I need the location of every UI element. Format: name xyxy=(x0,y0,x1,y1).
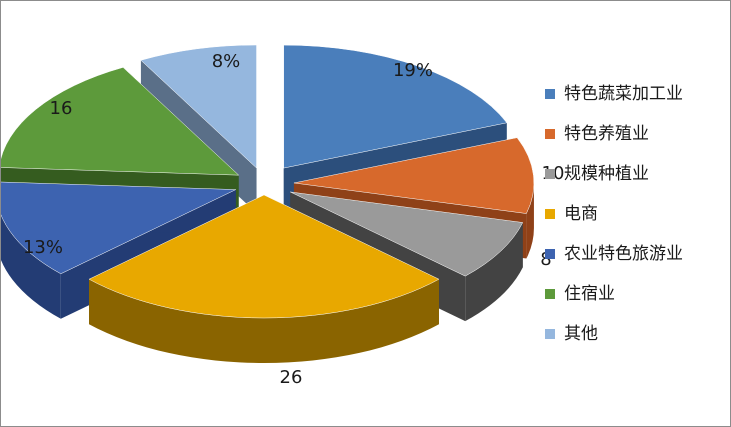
legend-label: 特色蔬菜加工业 xyxy=(564,84,683,104)
pie-slice xyxy=(1,181,236,275)
pie-slice-side xyxy=(89,279,439,364)
legend-label: 住宿业 xyxy=(564,284,615,304)
pie-slice xyxy=(290,191,524,277)
legend-label: 其他 xyxy=(564,324,598,344)
legend-swatch xyxy=(545,169,555,179)
data-label: 19% xyxy=(393,60,433,81)
pie-slice-side xyxy=(1,215,61,319)
pie-slice xyxy=(293,137,535,214)
legend-swatch xyxy=(545,129,555,139)
pie-slice xyxy=(140,44,257,169)
pie-slice-side xyxy=(465,222,523,322)
pie-slice xyxy=(88,194,440,319)
legend-label: 特色养殖业 xyxy=(564,124,649,144)
pie-slice xyxy=(283,44,508,169)
data-label: 13% xyxy=(23,237,63,258)
data-label: 26 xyxy=(280,367,303,388)
legend-swatch xyxy=(545,329,555,339)
pie-slice xyxy=(1,67,240,176)
legend-label: 农业特色旅游业 xyxy=(564,244,683,264)
data-label: 16 xyxy=(50,98,73,119)
legend-label: 电商 xyxy=(564,204,598,224)
legend-swatch xyxy=(545,249,555,259)
legend-label: 规模种植业 xyxy=(564,164,649,184)
data-label: 8% xyxy=(212,51,241,72)
pie-slice-side xyxy=(526,182,534,259)
data-label: 8 xyxy=(540,249,551,270)
legend-swatch xyxy=(545,89,555,99)
legend-swatch xyxy=(545,289,555,299)
legend-swatch xyxy=(545,209,555,219)
